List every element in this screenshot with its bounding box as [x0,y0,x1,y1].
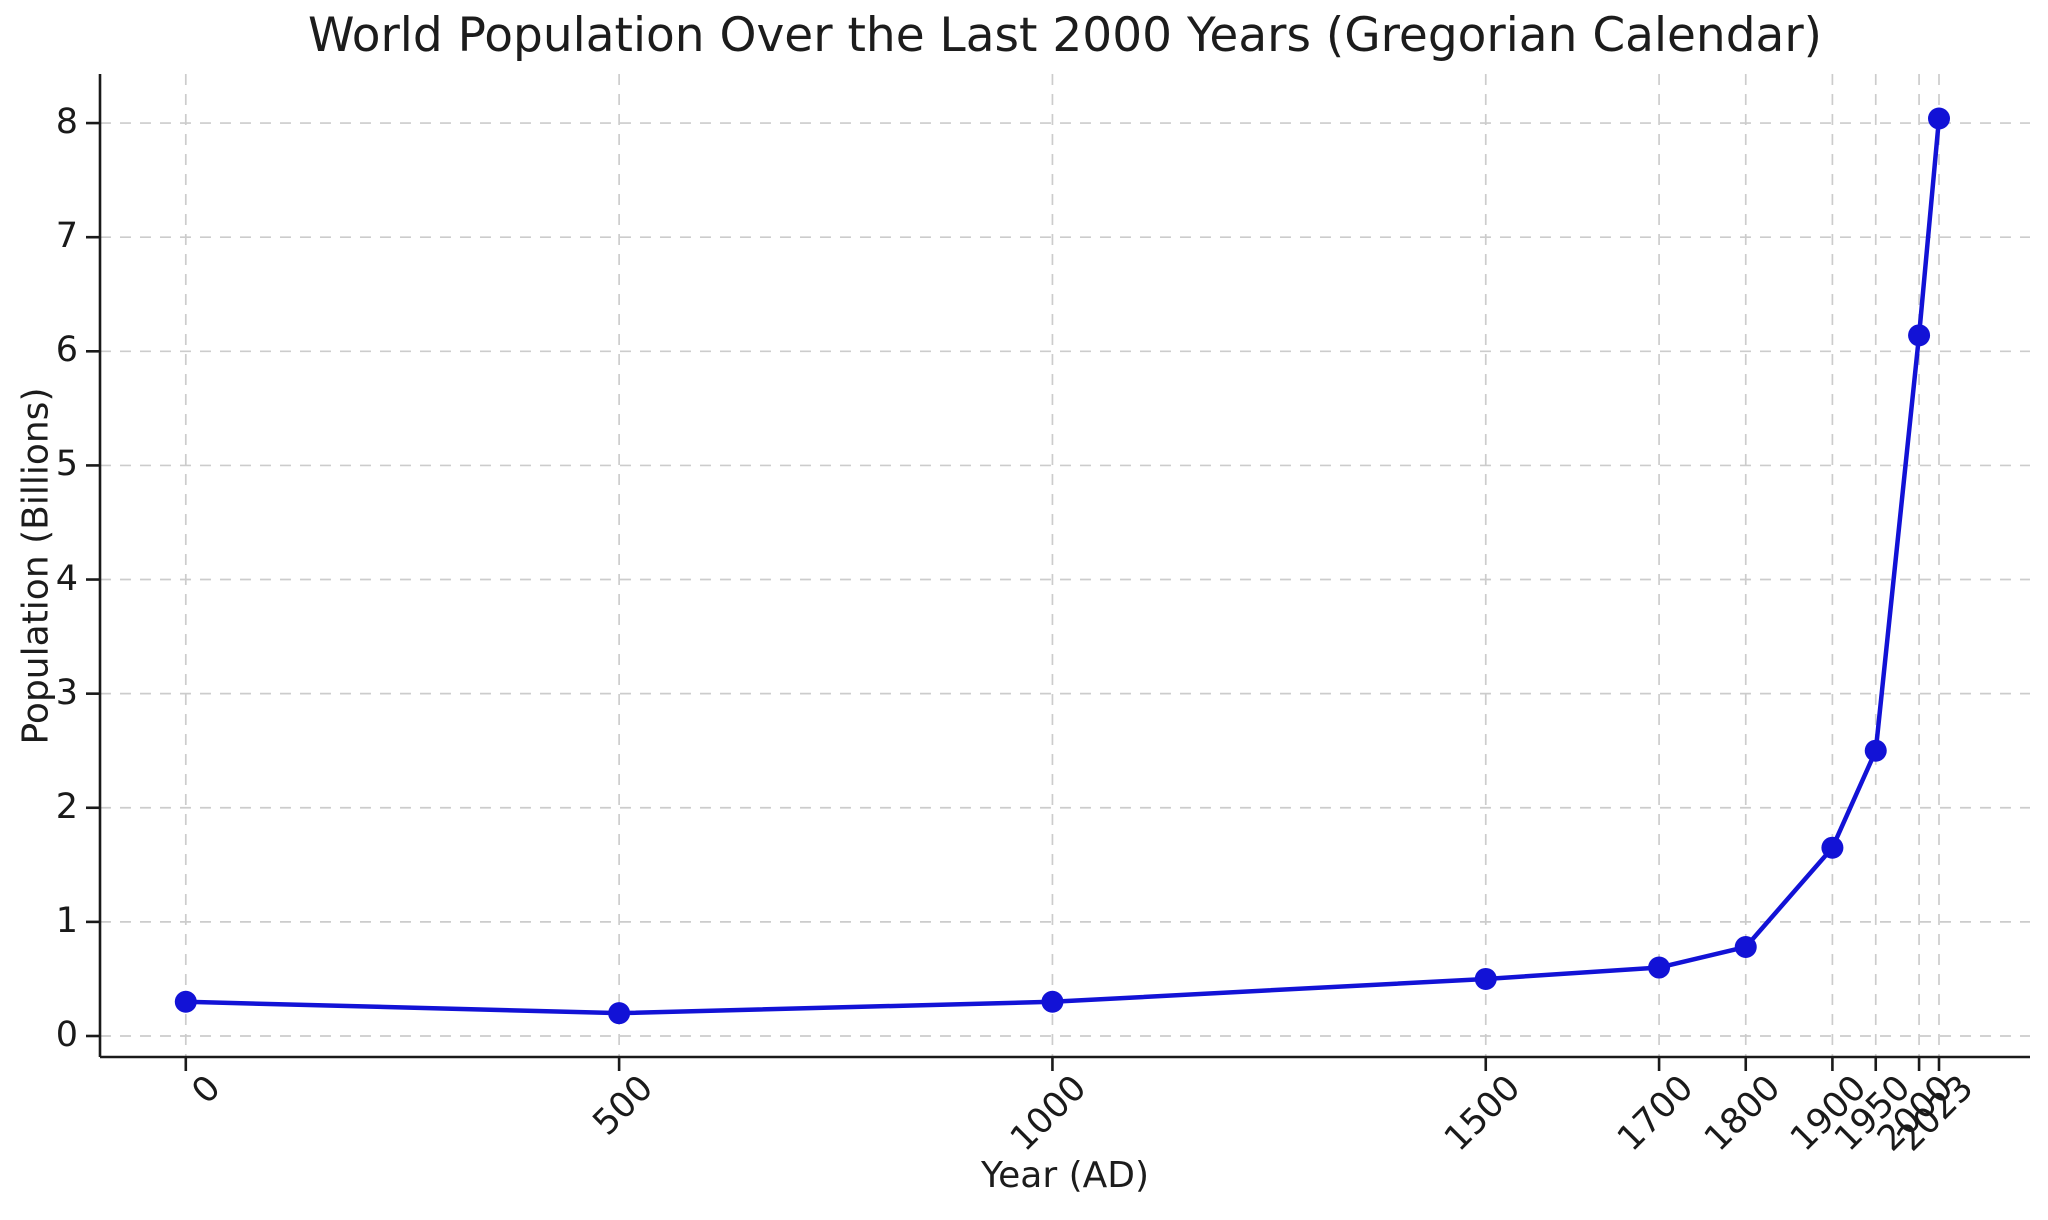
y-axis-label: Population (Billions) [15,387,57,745]
data-point-marker [174,990,197,1013]
data-point-marker [1864,739,1887,762]
chart-title: World Population Over the Last 2000 Year… [307,8,1823,63]
data-point-marker [608,1002,631,1025]
data-point-marker [1041,990,1064,1013]
y-tick-label: 6 [55,330,78,371]
y-tick-label: 0 [55,1015,78,1056]
x-axis-label: Year (AD) [980,1155,1150,1196]
data-point-marker [1821,836,1844,859]
y-tick-label: 4 [55,558,78,599]
data-point-marker [1474,967,1497,990]
data-point-marker [1734,935,1757,958]
y-tick-label: 3 [55,672,78,713]
axis-layer [86,74,2030,1071]
data-point-marker [1648,956,1671,979]
y-tick-label: 8 [55,102,78,143]
y-tick-label: 2 [55,786,78,827]
y-tick-label: 5 [55,444,78,485]
grid-layer [100,74,2030,1057]
y-tick-label: 7 [55,216,78,257]
data-point-marker [1908,324,1931,347]
series-layer [174,107,1951,1025]
population-line [183,116,1942,1016]
y-tick-label: 1 [55,901,78,942]
data-point-marker [1928,107,1951,130]
